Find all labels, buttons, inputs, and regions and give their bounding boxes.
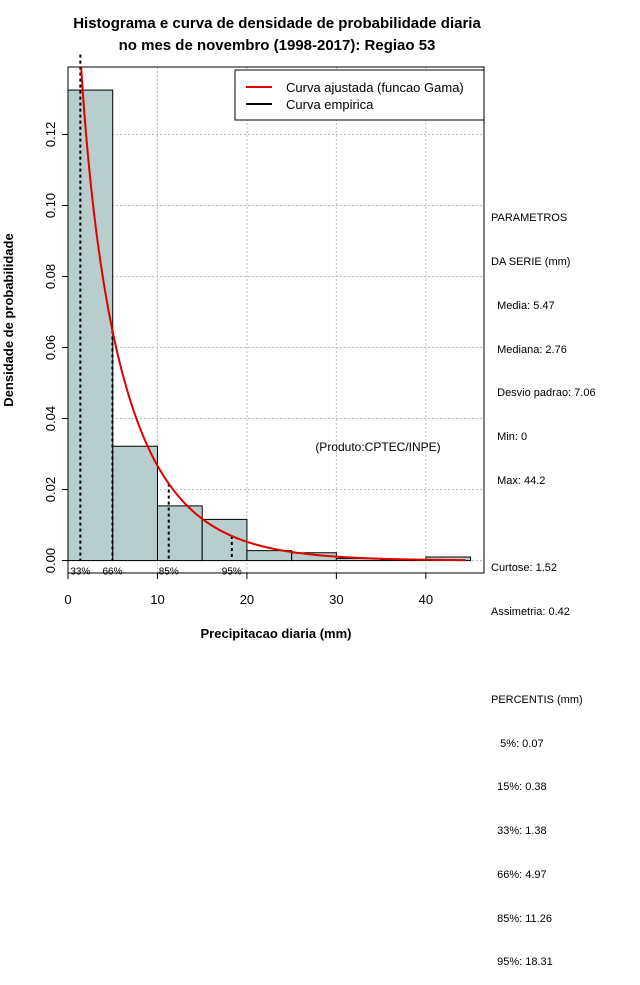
param-mediana-value: Mediana: 2.76: [497, 343, 567, 356]
percentil-66: 66%: 4.97: [491, 868, 596, 883]
histogram-chart: Histograma e curva de densidade de proba…: [1, 15, 485, 641]
y-tick-label: 0.10: [43, 193, 58, 218]
percentile-marker-label: 85%: [159, 567, 179, 578]
x-axis-label: Precipitacao diaria (mm): [201, 626, 352, 641]
legend: Curva ajustada (funcao Gama) Curva empir…: [234, 69, 485, 121]
param-mediana: Mediana: 2.76: [491, 343, 596, 358]
percentile-marker-label: 66%: [102, 567, 122, 578]
params-header: PARAMETROS: [491, 212, 568, 225]
percentil-95-value: 95%: 18.31: [497, 956, 553, 969]
x-tick-label: 20: [240, 592, 254, 607]
x-tick-label: 40: [419, 592, 433, 607]
param-desvio: Desvio padrao: 7.06: [491, 386, 596, 401]
y-tick-label: 0.08: [43, 264, 58, 289]
series-parameters-panel: PARAMETROS DA SERIE (mm) Media: 5.47 Med…: [491, 182, 596, 985]
plot-frame: [67, 66, 485, 574]
chart-title-line-2: no mes de novembro (1998-2017): Regiao 5…: [119, 37, 436, 54]
histogram-bar: [156, 505, 203, 562]
percentile-marker-label: 33%: [70, 567, 90, 578]
histogram-bars: [67, 89, 472, 562]
percentile-marker-label: 95%: [222, 567, 242, 578]
param-max: Max: 44.2: [491, 474, 596, 489]
histogram-bar: [67, 89, 114, 562]
param-assimetria: Assimetria: 0.42: [491, 606, 570, 619]
legend-box: [234, 69, 485, 121]
param-min: Min: 0: [491, 430, 596, 445]
fitted-gamma-curve: [80, 67, 466, 562]
x-tick-label: 10: [150, 592, 164, 607]
percentil-33-value: 33%: 1.38: [497, 825, 547, 838]
x-axis: 0 10 20 30 40: [64, 573, 433, 607]
y-axis: 0.00 0.02 0.04 0.06 0.08 0.10 0.12: [43, 122, 68, 573]
fitted-curve-group: [80, 67, 466, 562]
param-min-value: Min: 0: [497, 431, 528, 444]
percentile-markers: 33% 66% 85% 95%: [70, 54, 242, 578]
x-tick-label: 0: [64, 592, 71, 607]
param-media-value: Media: 5.47: [497, 299, 555, 312]
y-tick-label: 0.04: [43, 406, 58, 431]
histogram-bar: [246, 550, 293, 562]
percentil-5: 5%: 0.07: [491, 737, 596, 752]
y-tick-label: 0.02: [43, 477, 58, 502]
product-annotation: (Produto:CPTEC/INPE): [315, 440, 440, 454]
x-tick-label: 30: [329, 592, 343, 607]
percentil-5-value: 5%: 0.07: [500, 737, 544, 750]
percentil-33: 33%: 1.38: [491, 824, 596, 839]
param-media: Media: 5.47: [491, 299, 596, 314]
chart-title-line-1: Histograma e curva de densidade de proba…: [73, 15, 481, 32]
percentil-66-value: 66%: 4.97: [497, 868, 547, 881]
param-curtose: Curtose: 1.52: [491, 562, 558, 575]
percentil-85-value: 85%: 11.26: [497, 912, 552, 925]
y-tick-label: 0.00: [43, 548, 58, 573]
legend-fitted-label: Curva ajustada (funcao Gama): [286, 80, 464, 95]
percentil-15: 15%: 0.38: [491, 780, 596, 795]
param-max-value: Max: 44.2: [497, 474, 546, 487]
percentil-95: 95%: 18.31: [491, 955, 596, 970]
percentis-header: PERCENTIS (mm): [491, 693, 583, 706]
y-tick-label: 0.06: [43, 335, 58, 360]
legend-empirical-label: Curva empirica: [286, 97, 374, 112]
percentil-85: 85%: 11.26: [491, 912, 596, 927]
y-tick-label: 0.12: [43, 122, 58, 147]
param-desvio-value: Desvio padrao: 7.06: [497, 387, 596, 400]
params-subheader: DA SERIE (mm): [491, 255, 571, 268]
y-axis-label: Densidade de probabilidade: [1, 233, 16, 406]
histogram-bar: [112, 445, 158, 562]
percentil-15-value: 15%: 0.38: [497, 781, 547, 794]
